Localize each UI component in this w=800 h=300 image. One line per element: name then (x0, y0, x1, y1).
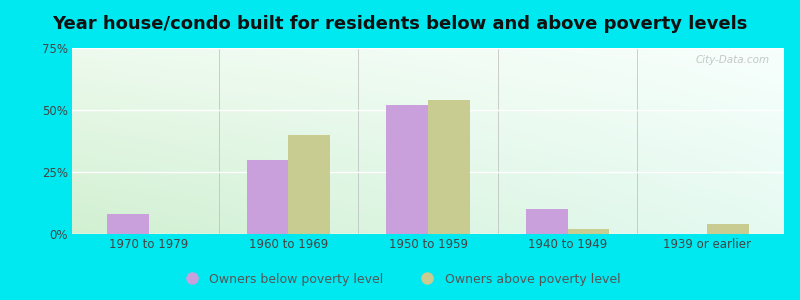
Bar (707, 224, 749, 234)
Bar (568, 229, 610, 234)
Text: Year house/condo built for residents below and above poverty levels: Year house/condo built for residents bel… (52, 15, 748, 33)
Bar (107, 214, 149, 234)
Bar (386, 105, 428, 234)
Bar (246, 160, 288, 234)
Bar (288, 135, 330, 234)
Text: City-Data.com: City-Data.com (696, 56, 770, 65)
Legend: Owners below poverty level, Owners above poverty level: Owners below poverty level, Owners above… (174, 268, 626, 291)
Bar (428, 100, 470, 234)
Bar (526, 209, 568, 234)
